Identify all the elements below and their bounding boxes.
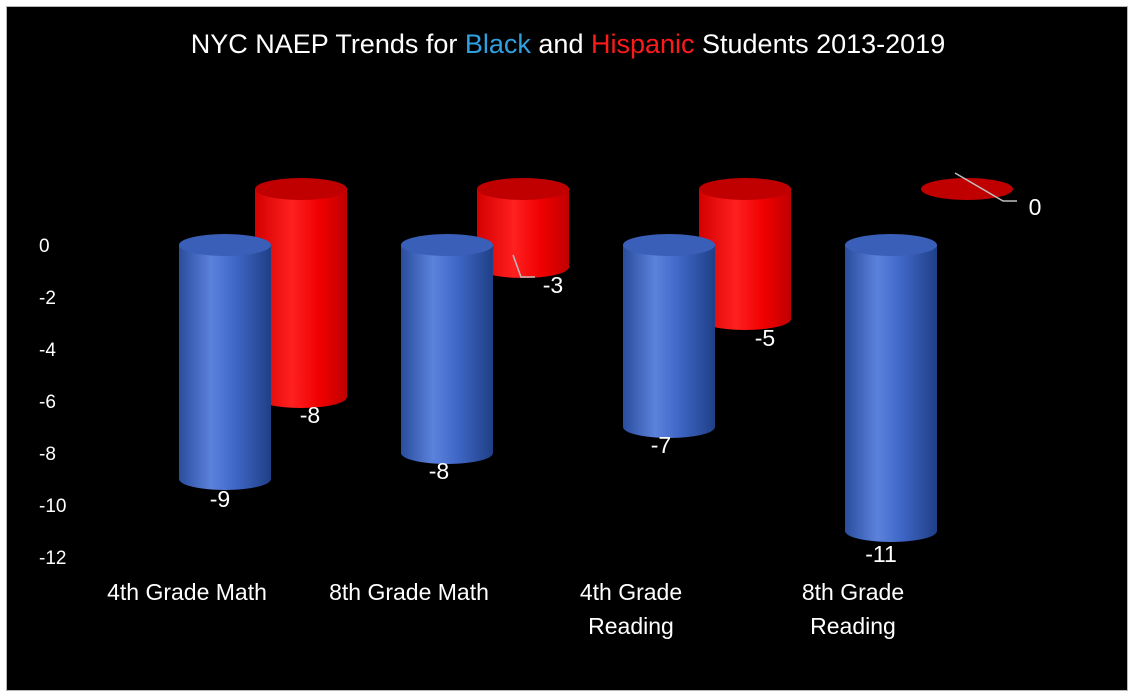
data-label-hispanic-0: -8 — [300, 402, 320, 428]
chart-frame: NYC NAEP Trends for Black and Hispanic S… — [6, 6, 1128, 691]
cylinder-top — [921, 178, 1013, 200]
chart-title: NYC NAEP Trends for Black and Hispanic S… — [191, 29, 945, 59]
title-segment-0: NYC NAEP Trends for — [191, 29, 465, 59]
cylinder-top — [623, 234, 715, 256]
cylinder-body — [845, 245, 937, 542]
y-tick-label: 0 — [39, 236, 50, 257]
y-tick-label: -10 — [39, 496, 66, 517]
title-segment-3: Hispanic — [591, 29, 695, 59]
y-tick-label: -12 — [39, 548, 66, 569]
cylinders — [179, 178, 1013, 542]
title-segment-1: Black — [465, 29, 532, 59]
data-label-black-1: -8 — [429, 458, 449, 484]
category-label-2: 4th Grade Reading — [580, 579, 682, 639]
cylinder-top — [179, 234, 271, 256]
bar-hispanic-2 — [699, 178, 791, 330]
y-axis: 0 -2 -4 -6 -8 -10 -12 — [39, 236, 66, 569]
cylinder-top — [699, 178, 791, 200]
y-tick-label: -2 — [39, 288, 56, 309]
data-label-hispanic-3: 0 — [1029, 194, 1042, 220]
data-label-black-3: -11 — [865, 541, 897, 567]
cylinder-top — [401, 234, 493, 256]
bar-hispanic-0 — [255, 178, 347, 408]
bar-black-2 — [623, 234, 715, 438]
cylinder-body — [623, 245, 715, 438]
cylinder-body — [401, 245, 493, 464]
bar-black-1 — [401, 234, 493, 464]
title-segment-4: Students 2013-2019 — [695, 29, 946, 59]
data-label-black-0: -9 — [210, 486, 230, 512]
bar-black-3 — [845, 234, 937, 542]
cylinder-top — [845, 234, 937, 256]
cylinder-body — [699, 189, 791, 330]
data-label-hispanic-1: -3 — [543, 272, 563, 298]
cylinder-body — [477, 189, 569, 278]
data-label-black-2: -7 — [651, 432, 671, 458]
bar-black-0 — [179, 234, 271, 490]
leader-line — [512, 254, 535, 278]
title-segment-2: and — [531, 29, 591, 59]
chart-svg: NYC NAEP Trends for Black and Hispanic S… — [39, 29, 1042, 639]
data-labels: -9 -8 -7 -11 -8 -3 -5 0 — [210, 194, 1042, 567]
category-label-3: 8th Grade Reading — [802, 579, 904, 639]
category-label-1: 8th Grade Math — [329, 579, 489, 605]
cylinder-body — [255, 189, 347, 408]
y-tick-label: -4 — [39, 340, 56, 361]
bar-hispanic-1 — [477, 178, 569, 278]
y-tick-label: -8 — [39, 444, 56, 465]
bar-hispanic-3 — [921, 178, 1013, 200]
leader-lines — [512, 172, 1017, 278]
cylinder-top — [255, 178, 347, 200]
x-axis: 4th Grade Math 8th Grade Math 4th Grade Rea… — [107, 579, 904, 639]
category-label-0: 4th Grade Math — [107, 579, 267, 605]
data-label-hispanic-2: -5 — [755, 325, 775, 351]
cylinder-body — [179, 245, 271, 490]
cylinder-top — [477, 178, 569, 200]
leader-line — [954, 172, 1017, 202]
y-tick-label: -6 — [39, 392, 56, 413]
